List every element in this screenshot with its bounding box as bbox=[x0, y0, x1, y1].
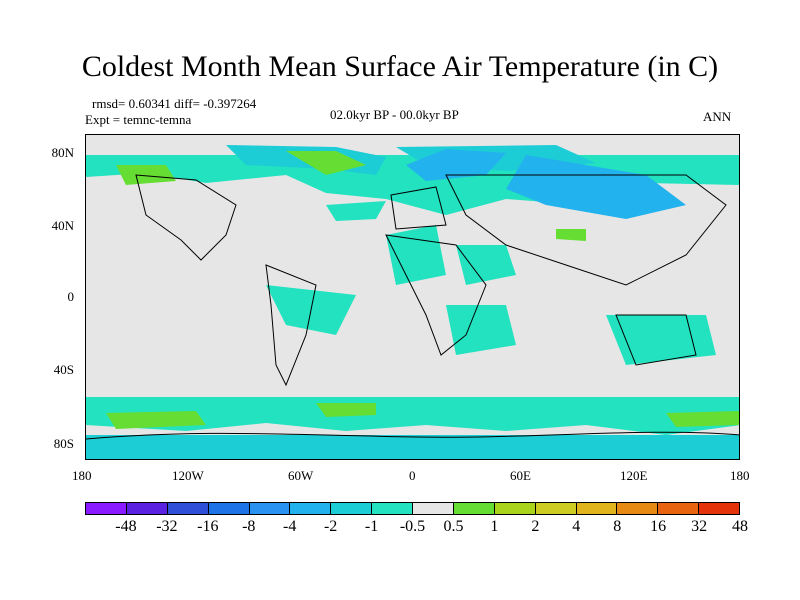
colorbar-label: -0.5 bbox=[399, 518, 426, 535]
colorbar-box bbox=[576, 503, 618, 514]
lon-tick-60e: 60E bbox=[510, 468, 531, 483]
africa-cool-patch bbox=[446, 305, 516, 355]
sahara-cool-patch bbox=[386, 225, 446, 285]
colorbar-label: 4 bbox=[572, 518, 581, 535]
time-period-label: 02.0kyr BP - 00.0kyr BP bbox=[330, 107, 459, 122]
antarctica-coastline bbox=[86, 431, 739, 440]
lon-tick-60w: 60W bbox=[288, 468, 314, 483]
colorbar-box bbox=[290, 503, 332, 514]
colorbar-label: 1 bbox=[490, 518, 499, 535]
lon-tick-180-right: 180 bbox=[730, 468, 750, 483]
arabian-cool-patch bbox=[456, 245, 516, 285]
colorbar-label: 0.5 bbox=[443, 518, 464, 535]
season-label: ANN bbox=[703, 109, 732, 124]
map-panel bbox=[85, 134, 740, 460]
colorbar-label: 16 bbox=[650, 518, 667, 535]
colorbar bbox=[85, 502, 740, 515]
lat-tick-40n: 40N bbox=[51, 218, 74, 233]
colorbar-label: 2 bbox=[531, 518, 540, 535]
southern-atlantic-warm-patch bbox=[316, 403, 376, 417]
colorbar-label: -48 bbox=[115, 518, 137, 535]
australia-cool-patch bbox=[606, 315, 716, 365]
europe-coastline bbox=[390, 186, 447, 230]
colorbar-box bbox=[126, 503, 168, 514]
lon-tick-0: 0 bbox=[409, 468, 416, 483]
colorbar-label: -16 bbox=[197, 518, 219, 535]
chart-title: Coldest Month Mean Surface Air Temperatu… bbox=[81, 50, 719, 83]
colorbar-box bbox=[535, 503, 577, 514]
antarctica-cool-area bbox=[86, 435, 739, 459]
colorbar-box bbox=[331, 503, 373, 514]
tibet-warm-patch bbox=[556, 229, 586, 241]
colorbar-box bbox=[167, 503, 209, 514]
colorbar-box bbox=[699, 503, 739, 514]
colorbar-box bbox=[372, 503, 413, 514]
greenland-warm-patch bbox=[286, 151, 366, 175]
southern-indian-warm-patch bbox=[666, 411, 739, 427]
colorbar-label: -8 bbox=[242, 518, 256, 535]
alaska-warm-patch bbox=[116, 165, 176, 185]
lon-tick-180-left: 180 bbox=[72, 468, 92, 483]
colorbar-label: 8 bbox=[613, 518, 622, 535]
north-america-coastline bbox=[135, 174, 237, 261]
lat-tick-0: 0 bbox=[67, 289, 75, 304]
lat-tick-80s: 80S bbox=[53, 436, 74, 451]
colorbar-label: 48 bbox=[732, 518, 748, 535]
south-america-coastline bbox=[265, 264, 317, 387]
colorbar-label: -1 bbox=[364, 518, 379, 535]
lon-tick-120e: 120E bbox=[620, 468, 648, 483]
colorbar-box bbox=[249, 503, 291, 514]
colorbar-box bbox=[413, 503, 454, 514]
lat-tick-80n: 80N bbox=[51, 145, 74, 160]
asia-cold-area bbox=[506, 155, 686, 219]
colorbar-box bbox=[453, 503, 495, 514]
colorbar-box bbox=[658, 503, 700, 514]
asia-coastline bbox=[445, 174, 727, 286]
atlantic-cool-patch bbox=[326, 201, 386, 221]
colorbar-label: -32 bbox=[156, 518, 178, 535]
africa-coastline bbox=[385, 234, 487, 356]
southern-pacific-warm-patch bbox=[106, 411, 206, 429]
australia-coastline bbox=[615, 314, 697, 366]
lon-tick-120w: 120W bbox=[172, 468, 204, 483]
temperature-map bbox=[86, 135, 739, 459]
lat-tick-40s: 40S bbox=[53, 362, 74, 377]
colorbar-label: -2 bbox=[323, 518, 338, 535]
colorbar-box bbox=[86, 503, 127, 514]
colorbar-box bbox=[617, 503, 659, 514]
eurasia-cooler-area bbox=[406, 149, 506, 181]
colorbar-box bbox=[494, 503, 536, 514]
colorbar-box bbox=[208, 503, 250, 514]
rmsd-diff-text: rmsd= 0.60341 diff= -0.397264 bbox=[92, 96, 257, 111]
colorbar-label: -4 bbox=[283, 518, 297, 535]
experiment-label: Expt = temnc-temna bbox=[85, 112, 192, 127]
colorbar-label: 32 bbox=[691, 518, 708, 535]
southern-ocean-band bbox=[86, 397, 739, 435]
